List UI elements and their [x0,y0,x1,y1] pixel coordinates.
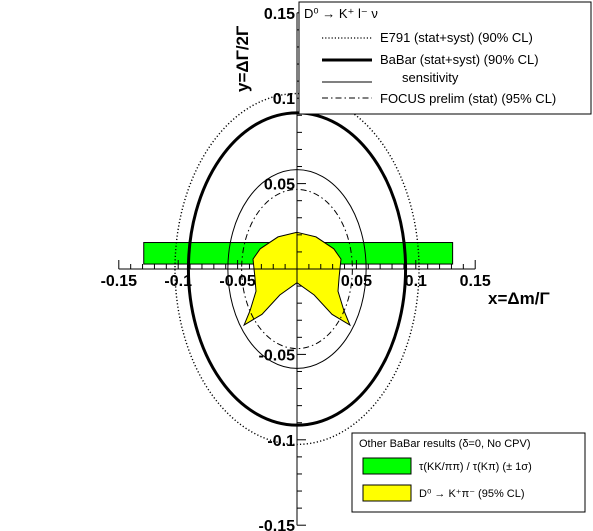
y-tick-label: -0.05 [259,347,296,364]
x-tick-label: 0.15 [460,273,491,290]
x-tick-label: -0.15 [101,273,138,290]
legend-swatch-lifetime-ratio [362,457,412,475]
legend-bottom: Other BaBar results (δ=0, No CPV) τ(KK/π… [351,432,586,513]
legend-label-kpi: D⁰ → K⁺π⁻ (95% CL) [419,488,525,500]
legend-label-sensitivity: sensitivity [402,70,459,85]
y-tick-label: -0.15 [259,518,296,531]
x-tick-label: 0.1 [405,273,427,290]
y-axis-title: y=ΔΓ/2Γ [233,26,252,92]
legend-label-focus: FOCUS prelim (stat) (95% CL) [380,91,556,106]
legend-label-babar: BaBar (stat+syst) (90% CL) [380,52,539,67]
y-tick-labels: 0.15 0.1 0.05 -0.05 -0.1 -0.15 [259,6,296,531]
x-tick-label: -0.1 [164,273,192,290]
x-tick-label: -0.05 [219,273,256,290]
legend-bottom-title: Other BaBar results (δ=0, No CPV) [359,438,531,450]
legend-label-lifetime-ratio: τ(KK/ππ) / τ(Kπ) (± 1σ) [419,461,532,473]
x-tick-label: 0.05 [341,273,372,290]
legend-top: D⁰ → K⁺ l⁻ ν E791 (stat+syst) (90% CL) B… [298,1,592,115]
y-tick-label: 0.05 [264,177,295,194]
x-axis-title: x=Δm/Γ [488,289,550,308]
legend-label-e791: E791 (stat+syst) (90% CL) [380,30,533,45]
legend-top-box [298,1,592,115]
x-tick-labels: -0.15 -0.1 -0.05 0.05 0.1 0.15 [101,273,491,290]
y-tick-label: -0.1 [267,433,295,450]
legend-swatch-kpi [362,484,412,502]
y-tick-label: 0.15 [264,6,295,23]
legend-top-title: D⁰ → K⁺ l⁻ ν [304,6,378,21]
y-tick-label: 0.1 [273,91,295,108]
